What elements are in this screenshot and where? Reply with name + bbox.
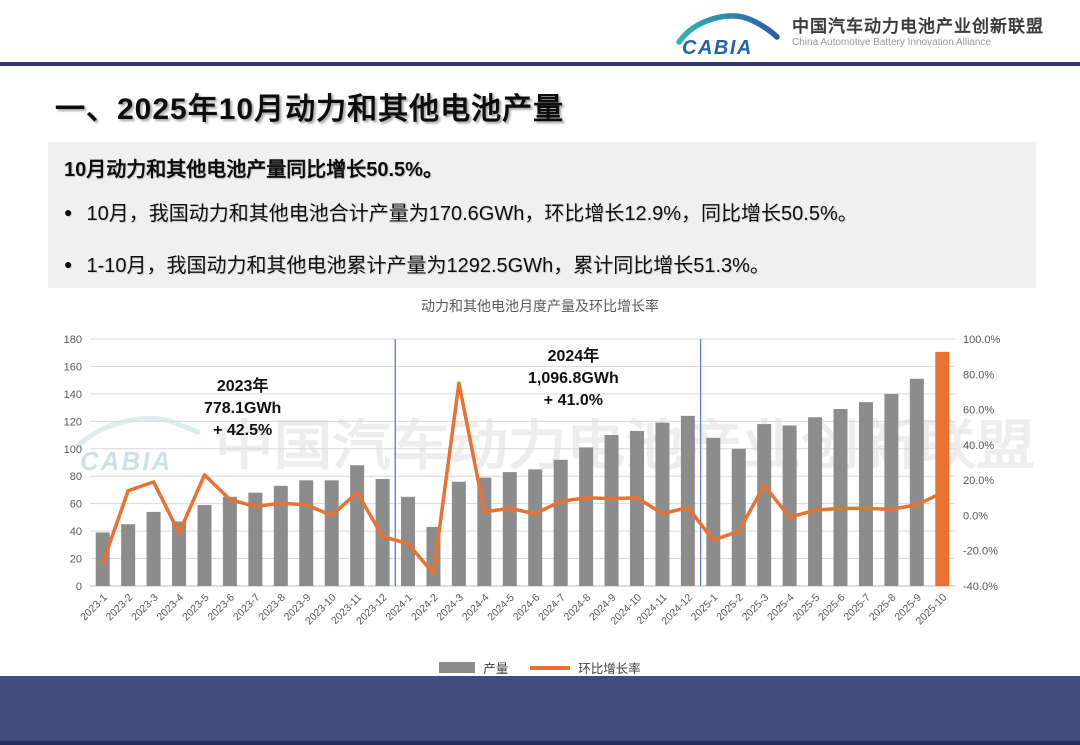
svg-text:80: 80 bbox=[70, 471, 82, 483]
legend-line-label: 环比增长率 bbox=[578, 662, 641, 676]
svg-text:140: 140 bbox=[64, 389, 82, 401]
summary-box: 10月动力和其他电池产量同比增长50.5%。 ● 10月，我国动力和其他电池合计… bbox=[48, 142, 1036, 288]
svg-text:2023年: 2023年 bbox=[217, 376, 269, 395]
svg-text:100.0%: 100.0% bbox=[963, 334, 1001, 346]
legend-bar-label: 产量 bbox=[483, 662, 509, 676]
svg-text:2023-8: 2023-8 bbox=[256, 592, 288, 624]
svg-text:120: 120 bbox=[64, 416, 82, 428]
chart-title: 动力和其他电池月度产量及环比增长率 bbox=[421, 298, 659, 314]
production-chart: 动力和其他电池月度产量及环比增长率 CABIA 中国汽车动力电池产业创新联盟 0 20… bbox=[40, 296, 1040, 677]
svg-text:+ 41.0%: + 41.0% bbox=[544, 392, 603, 409]
svg-text:2024-1: 2024-1 bbox=[384, 592, 416, 624]
svg-text:+ 42.5%: + 42.5% bbox=[213, 422, 272, 439]
footer-bar bbox=[0, 676, 1080, 745]
svg-text:60: 60 bbox=[70, 499, 82, 511]
bars-series bbox=[95, 351, 950, 586]
line-series bbox=[100, 381, 945, 576]
svg-text:2025-8: 2025-8 bbox=[867, 592, 899, 624]
svg-text:2023-3: 2023-3 bbox=[129, 592, 161, 624]
right-axis-labels: 100.0% 80.0% 60.0% 40.0% 20.0% 0.0% -20.0% -40.… bbox=[963, 334, 1001, 593]
svg-text:778.1GWh: 778.1GWh bbox=[204, 400, 281, 417]
svg-text:2023-4: 2023-4 bbox=[155, 592, 187, 624]
svg-text:80.0%: 80.0% bbox=[963, 369, 994, 381]
svg-text:2024年: 2024年 bbox=[548, 346, 600, 365]
svg-text:2025-3: 2025-3 bbox=[740, 592, 772, 624]
svg-text:40.0%: 40.0% bbox=[963, 440, 994, 452]
svg-text:2023-6: 2023-6 bbox=[205, 592, 237, 624]
svg-text:20: 20 bbox=[70, 554, 82, 566]
svg-text:100: 100 bbox=[64, 444, 82, 456]
summary-headline: 10月动力和其他电池产量同比增长50.5%。 bbox=[64, 159, 443, 181]
svg-text:-40.0%: -40.0% bbox=[963, 581, 998, 593]
legend-bar-swatch bbox=[439, 662, 476, 673]
svg-text:2025-4: 2025-4 bbox=[765, 592, 797, 624]
svg-text:2023-1: 2023-1 bbox=[78, 592, 110, 624]
car-swoosh-icon bbox=[676, 13, 780, 45]
year-annotations: 2023年 778.1GWh + 42.5% 2024年 1,096.8GWh + 41.… bbox=[204, 346, 619, 439]
svg-text:40: 40 bbox=[70, 526, 82, 538]
summary-bullet-2: ● 1-10月，我国动力和其他电池累计产量为1292.5GWh，累计同比增长51… bbox=[64, 249, 1020, 278]
svg-text:1,096.8GWh: 1,096.8GWh bbox=[528, 370, 619, 387]
org-name-cn: 中国汽车动力电池产业创新联盟 bbox=[792, 17, 1044, 37]
svg-text:2025-2: 2025-2 bbox=[714, 592, 746, 624]
svg-text:2024-4: 2024-4 bbox=[460, 592, 492, 624]
svg-text:0.0%: 0.0% bbox=[963, 510, 988, 522]
bullet-dot-icon: ● bbox=[64, 255, 73, 272]
cabia-logo-icon: CABIA bbox=[676, 13, 780, 58]
svg-text:2023-5: 2023-5 bbox=[180, 592, 212, 624]
x-axis-labels: 2023-12023-22023-32023-42023-52023-62023… bbox=[78, 592, 949, 628]
chart-svg: CABIA 中国汽车动力电池产业创新联盟020406080100120140160… bbox=[64, 334, 1035, 628]
svg-text:2024-5: 2024-5 bbox=[485, 592, 517, 624]
org-text: 中国汽车动力电池产业创新联盟 China Automotive Battery … bbox=[792, 16, 1044, 50]
svg-text:0: 0 bbox=[76, 581, 82, 593]
svg-text:60.0%: 60.0% bbox=[963, 405, 994, 417]
org-name-en: China Automotive Battery Innovation Alli… bbox=[792, 37, 992, 49]
watermark-cabia: CABIA bbox=[80, 446, 172, 476]
svg-text:2023-7: 2023-7 bbox=[231, 592, 263, 624]
header-logo-row: CABIA 中国汽车动力电池产业创新联盟 China Automotive Ba… bbox=[676, 8, 1044, 58]
bullet-dot-icon: ● bbox=[64, 203, 73, 220]
svg-text:2025-6: 2025-6 bbox=[816, 592, 848, 624]
page-title: 一、2025年10月动力和其他电池产量 bbox=[55, 93, 565, 126]
svg-text:2024-2: 2024-2 bbox=[409, 592, 441, 624]
summary-bullet-2-text: 1-10月，我国动力和其他电池累计产量为1292.5GWh，累计同比增长51.3… bbox=[86, 255, 770, 277]
summary-bullet-1-text: 10月，我国动力和其他电池合计产量为170.6GWh，环比增长12.9%，同比增… bbox=[86, 203, 858, 225]
svg-text:2024-3: 2024-3 bbox=[434, 592, 466, 624]
svg-text:160: 160 bbox=[64, 361, 82, 373]
svg-text:2024-7: 2024-7 bbox=[536, 592, 568, 624]
legend-line-swatch bbox=[530, 665, 571, 670]
cabia-wordmark: CABIA bbox=[682, 37, 753, 58]
header-divider bbox=[0, 62, 1080, 66]
svg-text:2025-1: 2025-1 bbox=[689, 592, 721, 624]
svg-text:2024-6: 2024-6 bbox=[511, 592, 543, 624]
summary-bullet-1: ● 10月，我国动力和其他电池合计产量为170.6GWh，环比增长12.9%，同… bbox=[64, 197, 1020, 226]
svg-text:2023-2: 2023-2 bbox=[104, 592, 136, 624]
watermark-swoosh-icon bbox=[75, 416, 201, 449]
left-axis-labels: 0 20 40 60 80 100 120 140 160 180 bbox=[64, 334, 82, 593]
svg-text:2025-7: 2025-7 bbox=[841, 592, 873, 624]
svg-text:-20.0%: -20.0% bbox=[963, 546, 998, 558]
summary-bullets: ● 10月，我国动力和其他电池合计产量为170.6GWh，环比增长12.9%，同… bbox=[64, 197, 1020, 278]
svg-text:20.0%: 20.0% bbox=[963, 475, 994, 487]
svg-text:2024-8: 2024-8 bbox=[562, 592, 594, 624]
svg-text:180: 180 bbox=[64, 334, 82, 346]
year-separators bbox=[394, 339, 702, 586]
chart-legend: 产量 环比增长率 bbox=[40, 658, 1040, 677]
svg-text:2025-5: 2025-5 bbox=[791, 592, 823, 624]
